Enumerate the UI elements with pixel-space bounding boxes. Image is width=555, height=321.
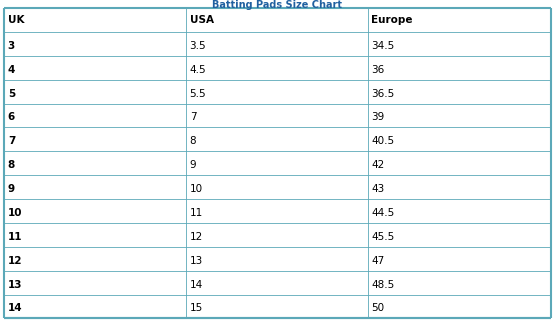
Text: 45.5: 45.5 xyxy=(371,232,395,242)
Text: 14: 14 xyxy=(190,280,203,290)
Text: 40.5: 40.5 xyxy=(371,136,395,146)
Text: 44.5: 44.5 xyxy=(371,208,395,218)
Text: 36.5: 36.5 xyxy=(371,89,395,99)
Bar xyxy=(4,223,551,247)
Text: 11: 11 xyxy=(8,232,22,242)
Text: 11: 11 xyxy=(190,208,203,218)
Text: 4: 4 xyxy=(8,65,15,74)
Text: 34.5: 34.5 xyxy=(371,41,395,51)
Text: USA: USA xyxy=(190,15,214,25)
Text: 3: 3 xyxy=(8,41,15,51)
Text: 42: 42 xyxy=(371,160,385,170)
Text: 5.5: 5.5 xyxy=(190,89,206,99)
Text: 12: 12 xyxy=(190,232,203,242)
Bar xyxy=(4,247,551,271)
Bar xyxy=(4,80,551,104)
Bar xyxy=(4,8,551,32)
Text: 7: 7 xyxy=(8,136,15,146)
Text: 8: 8 xyxy=(8,160,15,170)
Bar xyxy=(4,56,551,80)
Text: UK: UK xyxy=(8,15,24,25)
Text: 39: 39 xyxy=(371,112,385,122)
Text: 4.5: 4.5 xyxy=(190,65,206,74)
Text: Batting Pads Size Chart: Batting Pads Size Chart xyxy=(213,0,342,10)
Text: 47: 47 xyxy=(371,256,385,266)
Text: 15: 15 xyxy=(190,303,203,313)
Bar xyxy=(4,199,551,223)
Text: 10: 10 xyxy=(8,208,22,218)
Text: 50: 50 xyxy=(371,303,385,313)
Bar xyxy=(4,32,551,56)
Text: 3.5: 3.5 xyxy=(190,41,206,51)
Text: 13: 13 xyxy=(8,280,22,290)
Text: 13: 13 xyxy=(190,256,203,266)
Text: 7: 7 xyxy=(190,112,196,122)
Bar xyxy=(4,127,551,151)
Text: 5: 5 xyxy=(8,89,15,99)
Text: 9: 9 xyxy=(190,160,196,170)
Text: 48.5: 48.5 xyxy=(371,280,395,290)
Text: 12: 12 xyxy=(8,256,22,266)
Text: 9: 9 xyxy=(8,184,15,194)
Text: 6: 6 xyxy=(8,112,15,122)
Bar xyxy=(4,104,551,127)
Bar xyxy=(4,151,551,175)
Text: Europe: Europe xyxy=(371,15,413,25)
Text: 36: 36 xyxy=(371,65,385,74)
Bar xyxy=(4,271,551,295)
Text: 43: 43 xyxy=(371,184,385,194)
Text: 10: 10 xyxy=(190,184,203,194)
Bar xyxy=(4,295,551,318)
Text: 14: 14 xyxy=(8,303,22,313)
Bar xyxy=(4,175,551,199)
Text: 8: 8 xyxy=(190,136,196,146)
